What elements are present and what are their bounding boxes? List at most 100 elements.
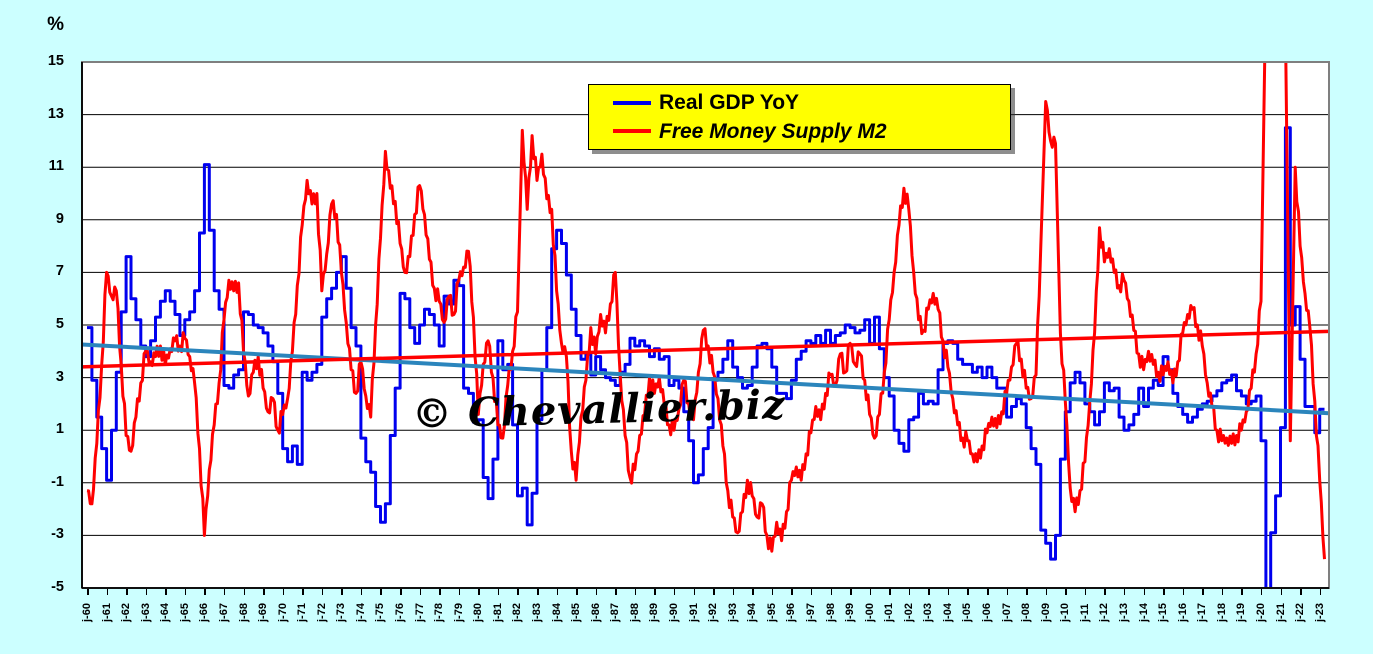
x-tick-j-18 (1221, 589, 1224, 595)
x-tick-label-j-97: j-97 (804, 603, 817, 622)
x-tick-label-j-73: j-73 (335, 603, 348, 622)
x-tick-j-22 (1300, 589, 1302, 595)
y-tick-label-15: 15 (47, 53, 64, 69)
x-tick-label-j-99: j-99 (844, 603, 857, 622)
x-tick-label-j-17: j-17 (1196, 603, 1209, 622)
x-tick-label-j-04: j-04 (941, 603, 954, 622)
x-tick-j-02 (908, 589, 911, 595)
x-tick-label-j-07: j-07 (1000, 603, 1013, 622)
x-tick-label-j-11: j-11 (1078, 603, 1091, 622)
x-tick-j-03 (928, 589, 930, 595)
x-tick-j-16 (1182, 589, 1185, 595)
x-tick-j-61 (106, 589, 109, 595)
x-tick-label-j-63: j-63 (139, 603, 152, 622)
x-tick-j-66 (204, 589, 206, 595)
y-tick-label-9: 9 (55, 210, 64, 227)
x-tick-j-19 (1241, 589, 1243, 595)
x-tick-label-j-90: j-90 (667, 603, 680, 622)
x-tick-j-65 (184, 589, 187, 595)
x-tick-label-j-78: j-78 (433, 603, 446, 622)
x-tick-j-96 (791, 589, 793, 595)
x-tick-j-78 (439, 589, 441, 595)
x-tick-label-j-64: j-64 (159, 603, 172, 622)
x-tick-label-j-68: j-68 (237, 603, 250, 622)
x-tick-j-13 (1123, 589, 1126, 595)
x-tick-j-12 (1104, 589, 1106, 595)
x-tick-j-74 (360, 589, 363, 595)
x-tick-j-95 (771, 589, 774, 595)
x-tick-label-j-75: j-75 (374, 603, 387, 622)
x-tick-label-j-15: j-15 (1157, 603, 1170, 622)
legend-label-gdp: Real GDP YoY (659, 91, 800, 115)
x-tick-label-j-89: j-89 (648, 603, 661, 622)
x-tick-label-j-23: j-23 (1313, 603, 1326, 622)
x-tick-label-j-93: j-93 (726, 603, 739, 622)
x-tick-label-j-81: j-81 (491, 603, 504, 622)
x-tick-j-84 (556, 589, 559, 595)
x-tick-label-j-88: j-88 (628, 603, 641, 622)
legend-item-gdp: Real GDP YoY (589, 92, 1010, 113)
x-tick-j-62 (126, 589, 128, 595)
m2-line-swatch (613, 129, 651, 134)
x-tick-label-j-66: j-66 (198, 603, 211, 622)
x-tick-label-j-84: j-84 (550, 603, 563, 622)
y-tick-label-5: 5 (55, 316, 64, 332)
x-tick-label-j-92: j-92 (707, 603, 720, 622)
x-tick-j-85 (576, 589, 578, 595)
x-tick-j-11 (1084, 589, 1087, 595)
x-tick-j-90 (673, 589, 676, 595)
x-tick-label-j-02: j-02 (902, 603, 915, 622)
x-tick-j-05 (967, 589, 969, 595)
x-tick-j-60 (87, 589, 89, 595)
x-tick-j-63 (145, 589, 148, 595)
x-tick-label-j-00: j-00 (863, 603, 876, 622)
x-tick-j-86 (595, 589, 598, 595)
x-tick-j-88 (634, 589, 637, 595)
x-tick-j-10 (1065, 589, 1067, 595)
y-tick-label--1: -1 (51, 473, 64, 490)
x-tick-j-77 (419, 589, 422, 595)
x-tick-label-j-96: j-96 (785, 603, 798, 622)
x-tick-j-94 (752, 589, 754, 595)
x-tick-label-j-85: j-85 (570, 603, 583, 622)
x-tick-j-81 (497, 589, 500, 595)
x-tick-j-08 (1026, 589, 1028, 595)
x-tick-j-06 (987, 589, 989, 595)
x-tick-j-73 (341, 589, 343, 595)
x-tick-j-92 (713, 589, 715, 595)
x-tick-j-91 (693, 589, 696, 595)
y-tick-label-7: 7 (55, 263, 64, 280)
x-tick-j-04 (947, 589, 950, 595)
x-tick-label-j-62: j-62 (120, 603, 133, 622)
x-tick-label-j-69: j-69 (257, 603, 270, 622)
x-tick-label-j-74: j-74 (354, 603, 367, 622)
x-tick-label-j-80: j-80 (472, 603, 485, 622)
x-tick-j-67 (223, 589, 226, 595)
x-tick-label-j-10: j-10 (1059, 603, 1072, 622)
x-tick-label-j-98: j-98 (824, 603, 837, 622)
x-tick-label-j-61: j-61 (100, 603, 113, 622)
x-tick-j-99 (850, 589, 852, 595)
x-tick-j-71 (302, 589, 304, 595)
x-tick-j-23 (1319, 589, 1322, 595)
x-tick-label-j-71: j-71 (296, 603, 309, 622)
x-tick-j-69 (263, 589, 265, 595)
x-tick-label-j-70: j-70 (276, 603, 289, 622)
x-tick-label-j-67: j-67 (217, 603, 230, 622)
x-tick-j-01 (889, 589, 891, 595)
x-tick-j-79 (458, 589, 461, 595)
m2-line (86, 62, 1326, 560)
x-tick-j-83 (537, 589, 539, 595)
x-tick-label-j-91: j-91 (687, 603, 700, 622)
x-tick-j-00 (869, 589, 872, 595)
x-tick-label-j-86: j-86 (589, 603, 602, 622)
x-tick-label-j-60: j-60 (81, 603, 93, 622)
legend-item-m2: Free Money Supply M2 (589, 121, 1010, 142)
x-tick-label-j-09: j-09 (1039, 603, 1052, 622)
x-tick-label-j-05: j-05 (961, 603, 974, 622)
x-tick-j-14 (1143, 589, 1146, 595)
x-tick-j-82 (517, 589, 519, 595)
y-tick-label-13: 13 (47, 105, 64, 122)
gdp-trend-line (82, 342, 1329, 416)
x-tick-j-87 (615, 589, 617, 595)
